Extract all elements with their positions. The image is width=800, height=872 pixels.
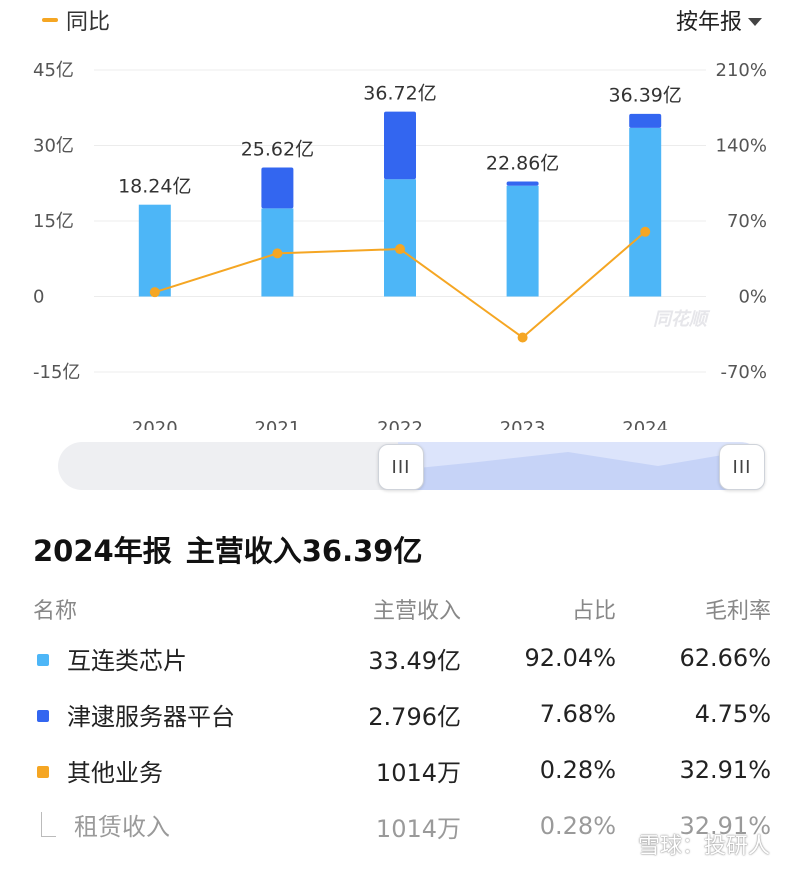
caret-down-icon xyxy=(748,18,762,26)
segment-name: 互连类芯片 xyxy=(67,646,187,675)
yoy-legend-swatch xyxy=(42,18,58,22)
table-sub-row[interactable]: 租赁收入 1014万 0.28% 32.91% xyxy=(33,798,771,854)
range-slider-right-handle[interactable]: III xyxy=(719,444,765,490)
summary-revenue: 主营收入36.39亿 xyxy=(185,534,423,568)
segment-share: 0.28% xyxy=(539,756,616,784)
yoy-point xyxy=(272,248,283,259)
y-right-tick-label: 70% xyxy=(727,211,767,232)
segment-margin: 32.91% xyxy=(679,756,771,784)
x-tick-label: 2020 xyxy=(132,418,178,430)
segment-name: 其他业务 xyxy=(67,758,163,787)
segment-share: 92.04% xyxy=(524,644,616,672)
segment-color-swatch xyxy=(37,710,49,722)
sub-segment-name: 租赁收入 xyxy=(74,813,170,842)
period-selector-label: 按年报 xyxy=(675,10,742,35)
segment-revenue: 33.49亿 xyxy=(368,646,461,675)
y-right-tick-label: 210% xyxy=(716,60,767,81)
bar-segment xyxy=(138,204,171,297)
table-row[interactable]: 其他业务 1014万 0.28% 32.91% xyxy=(33,742,771,798)
y-left-tick-label: 45亿 xyxy=(33,60,74,81)
yoy-point xyxy=(517,332,528,343)
chart-watermark: 同花顺 xyxy=(653,309,711,330)
yoy-legend-label: 同比 xyxy=(66,10,111,35)
y-right-tick-label: -70% xyxy=(720,362,767,383)
y-right-tick-label: 140% xyxy=(716,136,767,157)
segment-name: 津逮服务器平台 xyxy=(67,702,235,731)
chart-legend: 同比 xyxy=(42,4,110,36)
segment-revenue: 1014万 xyxy=(375,758,461,787)
y-right-tick-label: 0% xyxy=(738,287,767,308)
header-revenue: 主营收入 xyxy=(372,599,461,624)
yoy-point xyxy=(640,226,651,237)
sub-segment-share: 0.28% xyxy=(539,812,616,840)
segment-color-swatch xyxy=(37,654,49,666)
bar-segment xyxy=(384,179,416,297)
segment-revenue: 2.796亿 xyxy=(368,702,461,731)
bar-segment xyxy=(261,167,294,209)
table-header-row: 名称 主营收入 占比 毛利率 xyxy=(33,588,771,630)
header-name: 名称 xyxy=(33,599,78,624)
sub-segment-margin: 32.91% xyxy=(679,812,771,840)
x-tick-label: 2023 xyxy=(500,418,546,430)
period-selector[interactable]: 按年报 xyxy=(676,4,762,36)
bar-total-label: 36.39亿 xyxy=(608,84,681,106)
header-margin: 毛利率 xyxy=(704,599,771,624)
bar-total-label: 36.72亿 xyxy=(363,83,436,105)
y-left-tick-label: 30亿 xyxy=(33,136,74,157)
summary-title: 2024年报 主营收入36.39亿 xyxy=(33,528,422,570)
bar-segment xyxy=(506,185,539,297)
x-tick-label: 2021 xyxy=(254,418,300,430)
bar-segment xyxy=(629,113,662,128)
y-left-tick-label: -15亿 xyxy=(33,362,80,383)
bar-total-label: 18.24亿 xyxy=(118,176,191,198)
yoy-point xyxy=(395,244,405,255)
header-share: 占比 xyxy=(571,599,616,624)
bar-segment xyxy=(384,111,416,180)
y-left-tick-label: 15亿 xyxy=(33,211,74,232)
x-tick-label: 2022 xyxy=(377,418,423,430)
sub-item-connector xyxy=(41,811,56,837)
table-row[interactable]: 互连类芯片 33.49亿 92.04% 62.66% xyxy=(33,630,771,686)
x-tick-label: 2024 xyxy=(622,418,668,430)
yoy-point xyxy=(149,287,160,298)
bar-segment xyxy=(629,127,662,297)
revenue-chart: 45亿 30亿 15亿 0 -15亿 210% 140% 70% 0% -70% 同花顺 18.24亿… xyxy=(33,60,767,430)
segment-share: 7.68% xyxy=(539,700,616,728)
source-watermark: 雪球：投研人 xyxy=(637,834,770,859)
range-slider-preview xyxy=(398,448,764,490)
bar-total-label: 25.62亿 xyxy=(241,139,314,161)
summary-period: 2024年报 xyxy=(33,534,172,568)
segment-margin: 4.75% xyxy=(694,700,771,728)
table-row[interactable]: 津逮服务器平台 2.796亿 7.68% 4.75% xyxy=(33,686,771,742)
bar-total-label: 22.86亿 xyxy=(486,152,559,174)
revenue-breakdown-table: 名称 主营收入 占比 毛利率 互连类芯片 33.49亿 92.04% 62.66… xyxy=(33,588,771,854)
segment-color-swatch xyxy=(37,766,49,778)
y-left-tick-label: 0 xyxy=(33,287,44,308)
sub-segment-revenue: 1014万 xyxy=(375,814,461,843)
segment-margin: 62.66% xyxy=(679,644,771,672)
range-slider-left-handle[interactable]: III xyxy=(378,444,424,490)
bar-segment xyxy=(506,181,539,186)
